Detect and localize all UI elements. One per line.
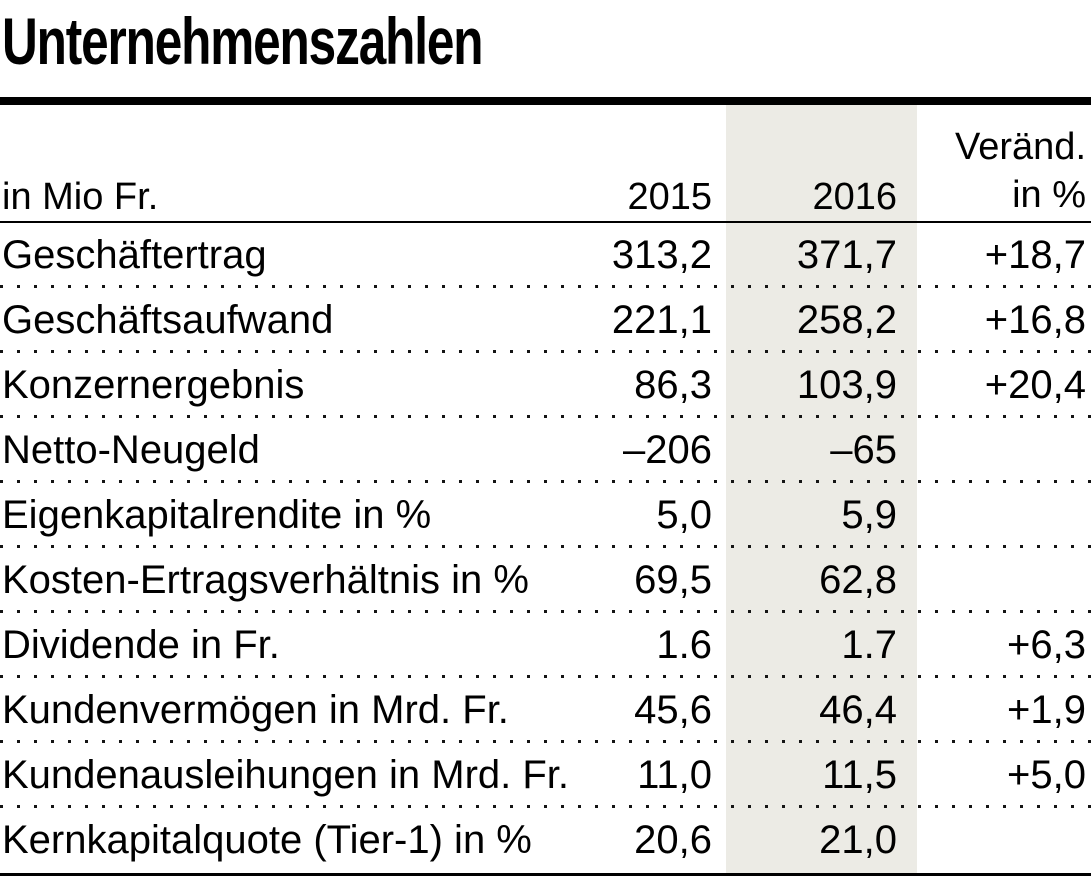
value-2016: 11,5 (822, 753, 897, 797)
column-header-change-line2: in % (1012, 174, 1086, 216)
value-2016: 5,9 (841, 493, 897, 537)
value-2015: 86,3 (634, 363, 712, 407)
value-2016: 371,7 (796, 233, 897, 277)
value-2015: 1.6 (656, 623, 712, 667)
value-2016: 258,2 (796, 298, 897, 342)
value-2015: 69,5 (634, 558, 712, 602)
column-header-change-lines: Veränd. in % (955, 123, 1086, 219)
title-rule (0, 97, 1091, 105)
value-change: +1,9 (1007, 688, 1086, 732)
value-change (911, 808, 1091, 873)
column-header-change: Veränd. in % (911, 105, 1091, 221)
column-header-2015: 2015 (627, 176, 712, 218)
value-2016: –65 (830, 428, 897, 472)
figures-table: in Mio Fr. 2015 2016 Veränd. in % Geschä… (0, 105, 1091, 876)
value-2015: 45,6 (634, 688, 712, 732)
page-title: Unternehmenszahlen (2, 4, 483, 78)
value-2015: 221,1 (611, 298, 712, 342)
table-row: Eigenkapitalrendite in % 5,0 5,9 (0, 483, 1091, 548)
row-label: Eigenkapitalrendite in % (2, 493, 432, 537)
value-change: +6,3 (1007, 623, 1086, 667)
table-row: Dividende in Fr. 1.6 1.7 +6,3 (0, 613, 1091, 678)
row-label: Kosten-Ertragsverhältnis in % (2, 558, 529, 602)
column-header-change-line1: Veränd. (955, 126, 1086, 168)
value-2016: 1.7 (841, 623, 897, 667)
table-row: Kernkapitalquote (Tier-1) in % 20,6 21,0 (0, 808, 1091, 873)
row-label: Konzernergebnis (2, 363, 305, 407)
value-change: +18,7 (984, 233, 1086, 277)
row-label: Kundenvermögen in Mrd. Fr. (2, 688, 509, 732)
column-header-unit: in Mio Fr. (2, 176, 159, 218)
table-row: Kosten-Ertragsverhältnis in % 69,5 62,8 (0, 548, 1091, 613)
value-2015: 313,2 (611, 233, 712, 277)
value-2016: 103,9 (796, 363, 897, 407)
value-2016: 46,4 (819, 688, 897, 732)
column-header-2016: 2016 (812, 176, 897, 218)
value-change: +5,0 (1007, 753, 1086, 797)
value-2015: 5,0 (656, 493, 712, 537)
row-label: Kundenausleihungen in Mrd. Fr. (2, 753, 570, 797)
value-2016: 21,0 (819, 818, 897, 862)
value-2015: –206 (623, 428, 712, 472)
table-row: Geschäftertrag 313,2 371,7 +18,7 (0, 223, 1091, 288)
value-2015: 11,0 (637, 753, 712, 797)
table-header-row: in Mio Fr. 2015 2016 Veränd. in % (0, 105, 1091, 223)
value-change (911, 548, 1091, 613)
value-change (911, 483, 1091, 548)
table-row: Geschäftsaufwand 221,1 258,2 +16,8 (0, 288, 1091, 353)
value-change: +20,4 (984, 363, 1086, 407)
value-2016: 62,8 (819, 558, 897, 602)
row-label: Dividende in Fr. (2, 623, 280, 667)
table-row: Konzernergebnis 86,3 103,9 +20,4 (0, 353, 1091, 418)
row-label: Netto-Neugeld (2, 428, 260, 472)
value-2015: 20,6 (634, 818, 712, 862)
value-change (911, 418, 1091, 483)
table-row: Kundenausleihungen in Mrd. Fr. 11,0 11,5… (0, 743, 1091, 808)
row-label: Geschäftertrag (2, 233, 267, 277)
row-label: Geschäftsaufwand (2, 298, 334, 342)
value-change: +16,8 (984, 298, 1086, 342)
table-row: Netto-Neugeld –206 –65 (0, 418, 1091, 483)
table-row: Kundenvermögen in Mrd. Fr. 45,6 46,4 +1,… (0, 678, 1091, 743)
row-label: Kernkapitalquote (Tier-1) in % (2, 818, 532, 862)
